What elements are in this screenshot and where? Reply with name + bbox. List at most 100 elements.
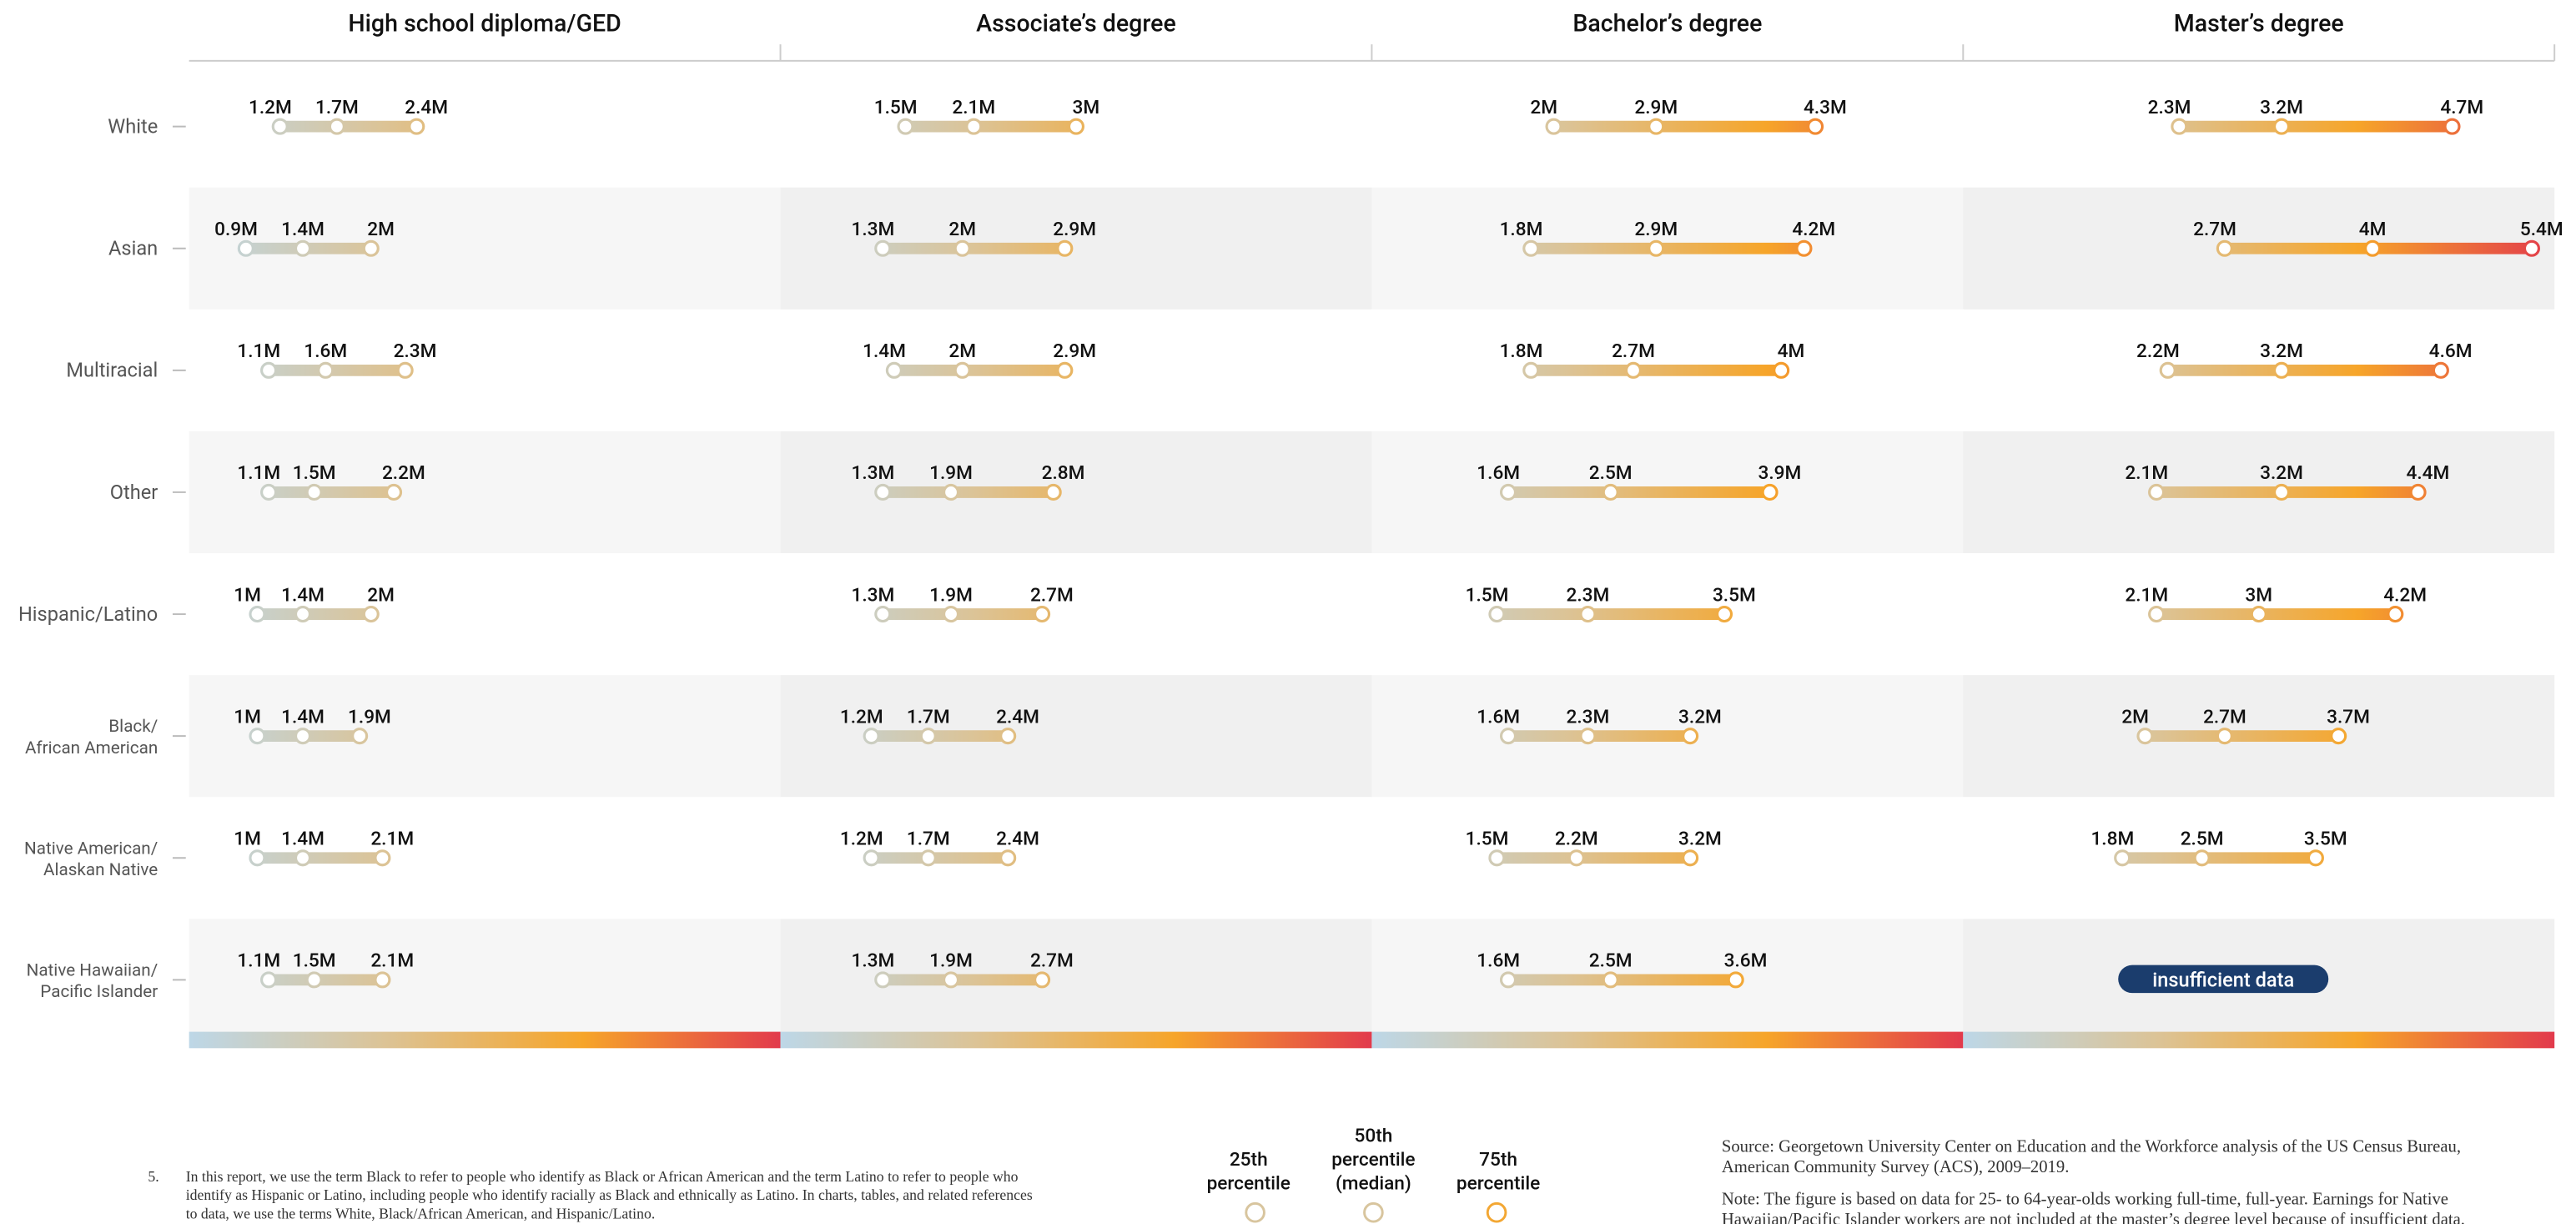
legend-dot: [1486, 1201, 1507, 1223]
percentile-dot: [1761, 483, 1779, 501]
value-label: 1M: [234, 705, 261, 728]
value-label: 1.4M: [281, 218, 325, 240]
percentile-dot: [1807, 118, 1824, 135]
value-label: 1.7M: [907, 828, 950, 850]
value-label: 2.3M: [394, 340, 437, 362]
value-label: 2.1M: [952, 96, 995, 118]
category-label: Native American/: [24, 839, 158, 859]
value-label: 1.2M: [840, 828, 883, 850]
row-band: [780, 187, 1372, 310]
value-label: 2M: [948, 218, 976, 240]
value-label: 2.4M: [996, 828, 1039, 850]
value-label: 1.3M: [852, 583, 895, 606]
percentile-dot: [2148, 606, 2166, 623]
value-label: 1.4M: [281, 828, 325, 850]
color-scale: [1371, 1031, 1964, 1049]
percentile-dot: [2159, 361, 2176, 379]
value-label: 1.8M: [2090, 828, 2134, 850]
percentile-dot: [2193, 849, 2211, 867]
percentile-dot: [1034, 971, 1051, 989]
value-label: 1.4M: [281, 705, 325, 728]
value-label: 2.3M: [1567, 705, 1610, 728]
percentile-dot: [305, 971, 323, 989]
value-label: 1.7M: [907, 705, 950, 728]
annotation: insufficient data: [2152, 968, 2294, 991]
value-label: 1.5M: [293, 949, 336, 972]
legend-label: (median): [1336, 1172, 1411, 1195]
value-label: 3.2M: [1678, 828, 1722, 850]
value-label: 1.4M: [281, 583, 325, 606]
percentile-dot: [2216, 239, 2233, 257]
value-label: 1.9M: [929, 461, 973, 484]
footnote-marker: 5.: [148, 1168, 158, 1185]
percentile-dot: [305, 483, 323, 501]
value-label: 3M: [1072, 96, 1099, 118]
panel-title: High school diploma/GED: [348, 9, 621, 37]
value-label: 2.3M: [1567, 583, 1610, 606]
legend-label: 75th: [1479, 1148, 1517, 1171]
value-label: 1.7M: [315, 96, 359, 118]
value-label: 2M: [948, 340, 976, 362]
value-label: 2M: [367, 218, 395, 240]
value-label: 2.1M: [370, 949, 414, 972]
value-label: 2.9M: [1634, 218, 1678, 240]
percentile-dot: [863, 849, 880, 867]
value-label: 2.2M: [1555, 828, 1598, 850]
value-label: 2.7M: [2193, 218, 2236, 240]
percentile-dot: [1067, 118, 1085, 135]
percentile-dot: [897, 118, 914, 135]
value-label: 1.8M: [1500, 218, 1543, 240]
value-label: 1.1M: [237, 461, 280, 484]
percentile-dot: [874, 483, 892, 501]
value-label: 2.7M: [1030, 949, 1074, 972]
percentile-dot: [362, 239, 380, 257]
percentile-dot: [294, 239, 312, 257]
value-label: 2.9M: [1053, 340, 1096, 362]
percentile-dot: [328, 118, 345, 135]
value-label: 1.4M: [863, 340, 906, 362]
value-label: 3.2M: [1678, 705, 1722, 728]
value-label: 1M: [234, 828, 261, 850]
value-label: 1.5M: [293, 461, 336, 484]
note-line: Note: The figure is based on data for 25…: [1722, 1190, 2448, 1208]
percentile-dot: [260, 483, 278, 501]
value-label: 2.4M: [405, 96, 448, 118]
value-label: 2M: [367, 583, 395, 606]
percentile-dot: [1056, 239, 1074, 257]
percentile-dot: [1488, 849, 1506, 867]
percentile-dot: [374, 849, 391, 867]
value-label: 2M: [2121, 705, 2149, 728]
percentile-dot: [2272, 483, 2291, 501]
percentile-dot: [2523, 239, 2540, 257]
value-label: 2.1M: [370, 828, 414, 850]
value-label: 1.6M: [304, 340, 347, 362]
percentile-dot: [919, 849, 937, 867]
percentile-dot: [874, 606, 892, 623]
value-label: 0.9M: [214, 218, 258, 240]
value-label: 2.5M: [1589, 461, 1633, 484]
value-label: 1.5M: [1466, 583, 1509, 606]
value-label: 3.5M: [2304, 828, 2347, 850]
value-label: 1M: [234, 583, 261, 606]
value-label: 1.8M: [1500, 340, 1543, 362]
value-label: 4.3M: [1804, 96, 1847, 118]
value-label: 2.7M: [1030, 583, 1074, 606]
percentile-dot: [2307, 849, 2324, 867]
percentile-dot: [942, 606, 960, 623]
percentile-dot: [1034, 606, 1051, 623]
value-label: 4M: [1778, 340, 1805, 362]
percentile-dot: [919, 728, 937, 745]
source-line: American Community Survey (ACS), 2009–20…: [1722, 1158, 2070, 1176]
category-label: Black/: [108, 717, 158, 737]
legend-label: percentile: [1331, 1148, 1415, 1171]
percentile-dot: [874, 239, 892, 257]
percentile-dot: [2443, 118, 2461, 135]
percentile-dot: [362, 606, 380, 623]
legend-label: 50th: [1354, 1125, 1392, 1147]
category-label: Alaskan Native: [43, 860, 158, 880]
footnote-line: identify as Hispanic or Latino, includin…: [186, 1186, 1033, 1203]
percentile-dot: [2171, 118, 2188, 135]
percentile-dot: [1648, 118, 1665, 135]
value-label: 1.6M: [1477, 705, 1520, 728]
percentile-dot: [2114, 849, 2131, 867]
